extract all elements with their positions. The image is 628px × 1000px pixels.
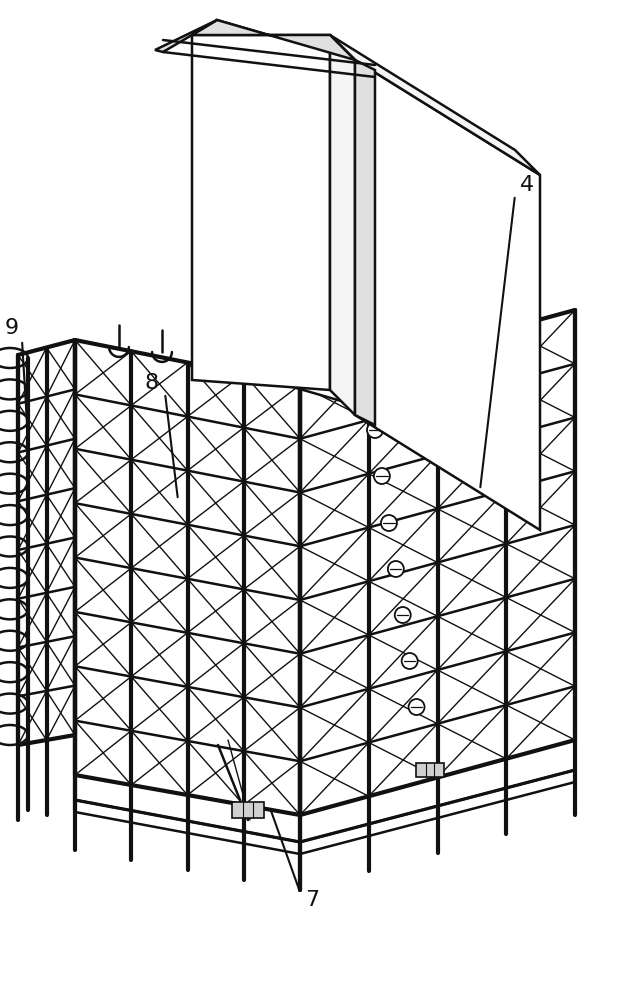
Circle shape [374, 468, 390, 484]
Text: 8: 8 [145, 373, 159, 393]
Text: 7: 7 [305, 890, 319, 910]
Polygon shape [300, 310, 575, 775]
Polygon shape [217, 20, 355, 405]
Polygon shape [355, 60, 375, 425]
Bar [416, 763, 444, 777]
Circle shape [395, 607, 411, 623]
Polygon shape [75, 340, 300, 775]
Bar [232, 802, 264, 818]
Polygon shape [355, 60, 540, 530]
Polygon shape [192, 35, 330, 390]
Polygon shape [155, 20, 217, 52]
Text: 4: 4 [520, 175, 534, 195]
Circle shape [402, 653, 418, 669]
Polygon shape [330, 35, 540, 175]
Circle shape [409, 699, 425, 715]
Text: 9: 9 [5, 318, 19, 338]
Circle shape [381, 515, 397, 531]
Circle shape [367, 422, 383, 438]
Circle shape [388, 561, 404, 577]
Polygon shape [330, 35, 355, 415]
Polygon shape [192, 20, 355, 60]
